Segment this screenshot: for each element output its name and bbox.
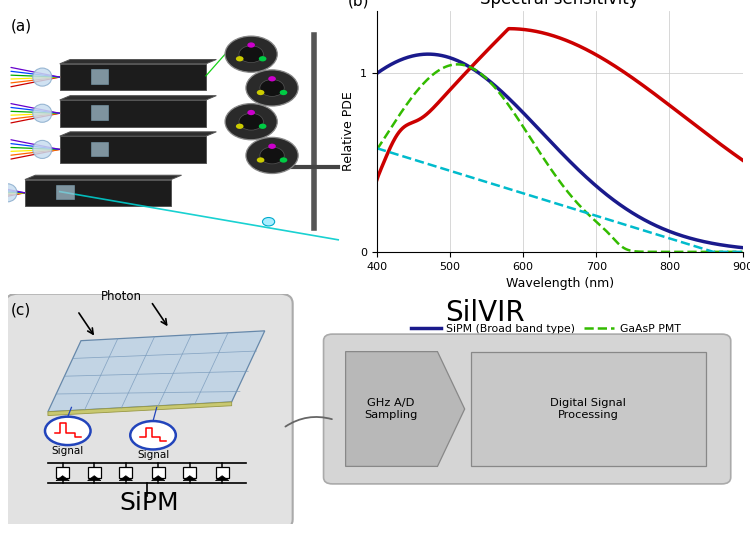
Ellipse shape	[225, 104, 278, 140]
Text: GHz A/D
Sampling: GHz A/D Sampling	[364, 398, 418, 420]
FancyBboxPatch shape	[215, 467, 229, 478]
Ellipse shape	[256, 90, 265, 95]
Ellipse shape	[246, 70, 298, 106]
Ellipse shape	[246, 137, 298, 173]
Polygon shape	[119, 476, 133, 481]
Polygon shape	[60, 100, 206, 126]
Ellipse shape	[262, 218, 274, 226]
Polygon shape	[25, 175, 182, 179]
Polygon shape	[60, 64, 206, 90]
Ellipse shape	[260, 147, 284, 164]
Polygon shape	[152, 476, 165, 481]
FancyBboxPatch shape	[152, 467, 165, 478]
Text: (c): (c)	[11, 302, 32, 318]
Polygon shape	[183, 476, 196, 481]
Polygon shape	[48, 331, 265, 411]
Text: Digital Signal
Processing: Digital Signal Processing	[550, 398, 626, 420]
Text: SilVIR: SilVIR	[446, 299, 525, 327]
Ellipse shape	[268, 144, 276, 149]
Text: Signal: Signal	[52, 446, 84, 456]
Polygon shape	[56, 476, 69, 481]
FancyBboxPatch shape	[470, 352, 706, 467]
Ellipse shape	[280, 157, 287, 163]
Text: Signal: Signal	[137, 450, 170, 460]
Title: Spectral sensitivity: Spectral sensitivity	[481, 0, 639, 8]
FancyBboxPatch shape	[323, 334, 730, 484]
Y-axis label: Relative PDE: Relative PDE	[342, 91, 355, 171]
Ellipse shape	[280, 90, 287, 95]
Polygon shape	[215, 476, 229, 481]
Polygon shape	[60, 132, 216, 136]
FancyBboxPatch shape	[119, 467, 133, 478]
Text: SiPM: SiPM	[119, 491, 179, 515]
Polygon shape	[88, 476, 100, 481]
Ellipse shape	[33, 140, 52, 158]
Legend: SiPM (Broad band type), SiPM Red shift type), GaAsP PMT, Multi-Alka li PMT: SiPM (Broad band type), SiPM Red shift t…	[406, 320, 713, 354]
Ellipse shape	[33, 104, 52, 122]
Ellipse shape	[248, 110, 255, 115]
Ellipse shape	[239, 46, 263, 63]
Ellipse shape	[259, 56, 266, 62]
FancyBboxPatch shape	[56, 185, 74, 199]
FancyBboxPatch shape	[88, 467, 100, 478]
FancyBboxPatch shape	[91, 141, 109, 156]
Ellipse shape	[248, 42, 255, 48]
Ellipse shape	[268, 76, 276, 82]
Ellipse shape	[260, 79, 284, 96]
Ellipse shape	[239, 113, 263, 130]
Polygon shape	[60, 136, 206, 163]
Ellipse shape	[130, 421, 176, 449]
Ellipse shape	[236, 56, 244, 62]
Polygon shape	[60, 59, 216, 64]
FancyBboxPatch shape	[56, 467, 69, 478]
FancyBboxPatch shape	[91, 105, 109, 120]
Ellipse shape	[259, 124, 266, 129]
Text: (b): (b)	[348, 0, 369, 9]
Ellipse shape	[45, 417, 91, 445]
Polygon shape	[48, 402, 232, 416]
FancyBboxPatch shape	[91, 69, 109, 84]
Polygon shape	[25, 179, 171, 206]
Ellipse shape	[225, 36, 278, 72]
Text: Photon: Photon	[101, 291, 142, 303]
Polygon shape	[346, 352, 465, 467]
Ellipse shape	[256, 157, 265, 163]
FancyBboxPatch shape	[183, 467, 196, 478]
X-axis label: Wavelength (nm): Wavelength (nm)	[506, 277, 614, 290]
Polygon shape	[60, 96, 216, 100]
Ellipse shape	[236, 124, 244, 129]
FancyBboxPatch shape	[5, 294, 292, 529]
Ellipse shape	[33, 68, 52, 86]
Ellipse shape	[0, 184, 17, 202]
Text: (a): (a)	[11, 18, 32, 33]
